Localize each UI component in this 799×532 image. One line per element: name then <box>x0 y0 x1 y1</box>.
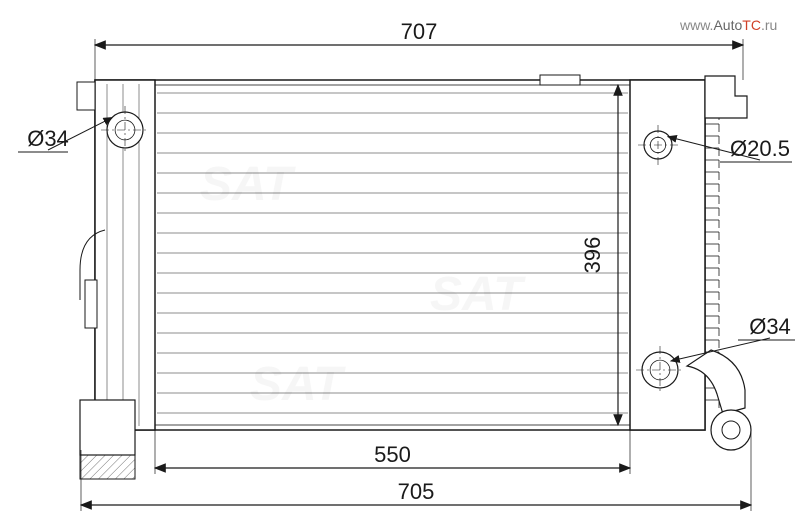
watermark-sat: SAT <box>250 358 346 411</box>
radiator-technical-drawing: SAT SAT SAT 707550705396Ø34Ø20.5Ø34 www.… <box>0 0 799 532</box>
radiator-body <box>95 75 705 430</box>
dimension-label: Ø20.5 <box>730 136 790 161</box>
watermark-url: www.AutoTC.ru <box>679 17 777 33</box>
dimension-label: 707 <box>401 19 438 44</box>
radiator-core <box>157 93 628 413</box>
dimension-label: 550 <box>374 442 411 467</box>
right-tank <box>630 76 751 450</box>
dimension-label: 396 <box>580 237 605 274</box>
dimension-label: 705 <box>398 479 435 504</box>
dimension-label: Ø34 <box>749 314 791 339</box>
watermark-sat: SAT <box>200 158 296 211</box>
dimension-label: Ø34 <box>27 126 69 151</box>
